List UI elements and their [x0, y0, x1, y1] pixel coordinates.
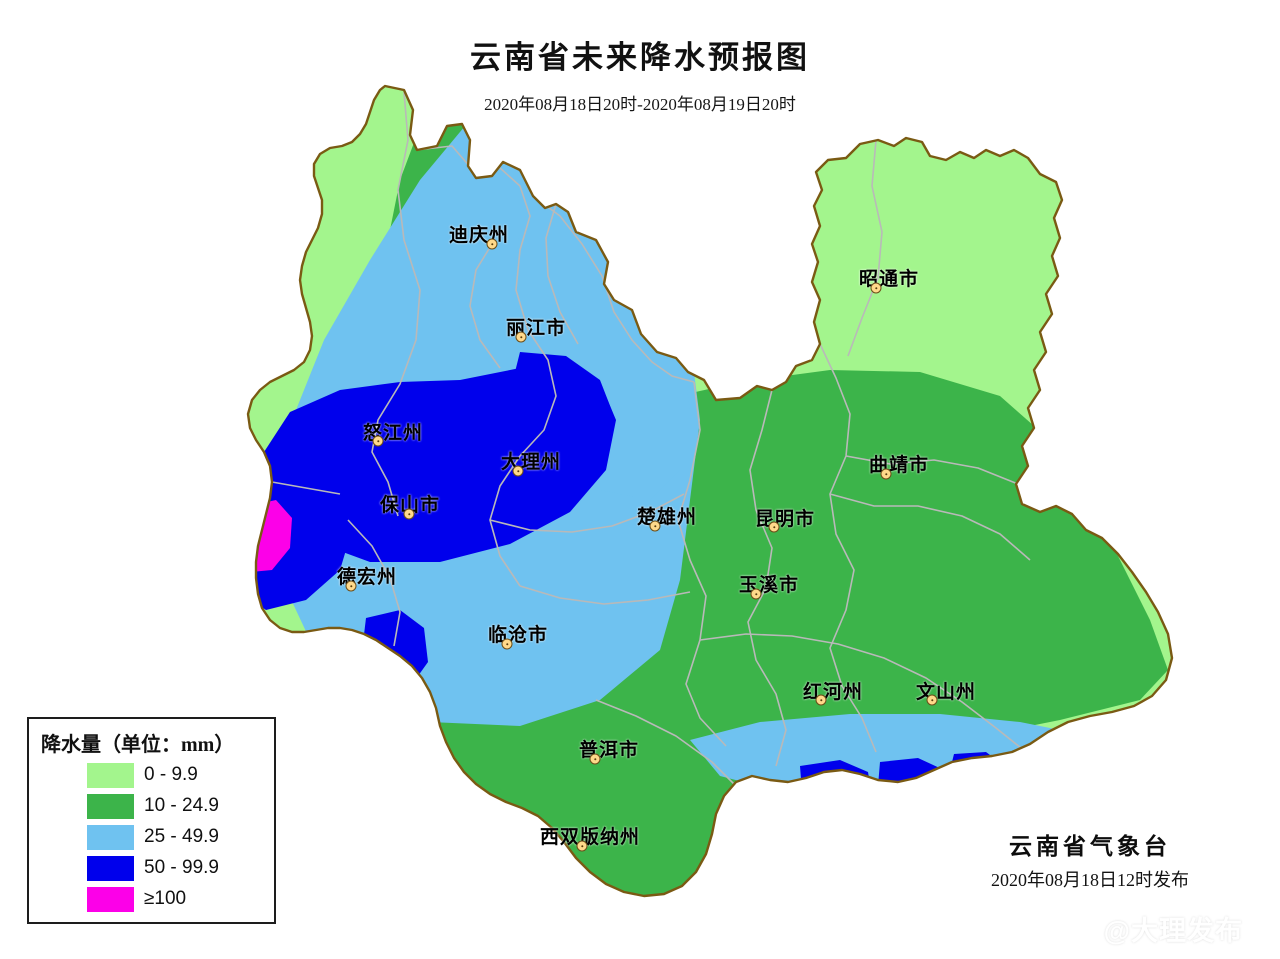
- legend-box: 降水量（单位：mm） 0 - 9.9 10 - 24.9 25 - 49.9 50 -…: [27, 717, 276, 924]
- capital-city-marker-icon: [926, 694, 938, 706]
- legend-color-swatch: [87, 794, 134, 819]
- capital-city-marker-icon: [768, 521, 780, 533]
- legend-color-swatch: [87, 887, 134, 912]
- capital-city-marker-icon: [515, 331, 527, 343]
- capital-city-marker-icon: [345, 580, 357, 592]
- capital-city-marker-icon: [589, 753, 601, 765]
- capital-city-marker-icon: [880, 468, 892, 480]
- page-title: 云南省未来降水预报图: [470, 40, 810, 75]
- page-subtitle: 2020年08月18日20时-2020年08月19日20时: [484, 95, 796, 114]
- capital-city-marker-icon: [372, 435, 384, 447]
- capital-city-marker-icon: [815, 694, 827, 706]
- issue-timestamp: 2020年08月18日12时发布: [991, 870, 1189, 890]
- legend-item-label: 0 - 9.9: [144, 764, 198, 785]
- legend-item-label: 25 - 49.9: [144, 826, 219, 847]
- legend-item-label: ≥100: [144, 888, 187, 909]
- capital-city-marker-icon: [870, 282, 882, 294]
- capital-city-marker-icon: [750, 588, 762, 600]
- legend-item-label: 10 - 24.9: [144, 795, 219, 816]
- province-outline: [246, 84, 1174, 898]
- precip-zone-50-99.9-north-lobe: [506, 352, 614, 462]
- legend-color-swatch: [87, 825, 134, 850]
- legend-color-swatch: [87, 856, 134, 881]
- legend-item-label: 50 - 99.9: [144, 857, 219, 878]
- legend-color-swatch: [87, 763, 134, 788]
- capital-city-marker-icon: [512, 465, 524, 477]
- capital-city-marker-icon: [649, 520, 661, 532]
- issuing-organization: 云南省气象台: [1009, 833, 1171, 859]
- capital-city-marker-icon: [501, 638, 513, 650]
- capital-city-marker-icon: [486, 238, 498, 250]
- capital-city-marker-icon: [403, 508, 415, 520]
- capital-city-marker-icon: [576, 840, 588, 852]
- legend-title: 降水量（单位：mm）: [41, 734, 235, 756]
